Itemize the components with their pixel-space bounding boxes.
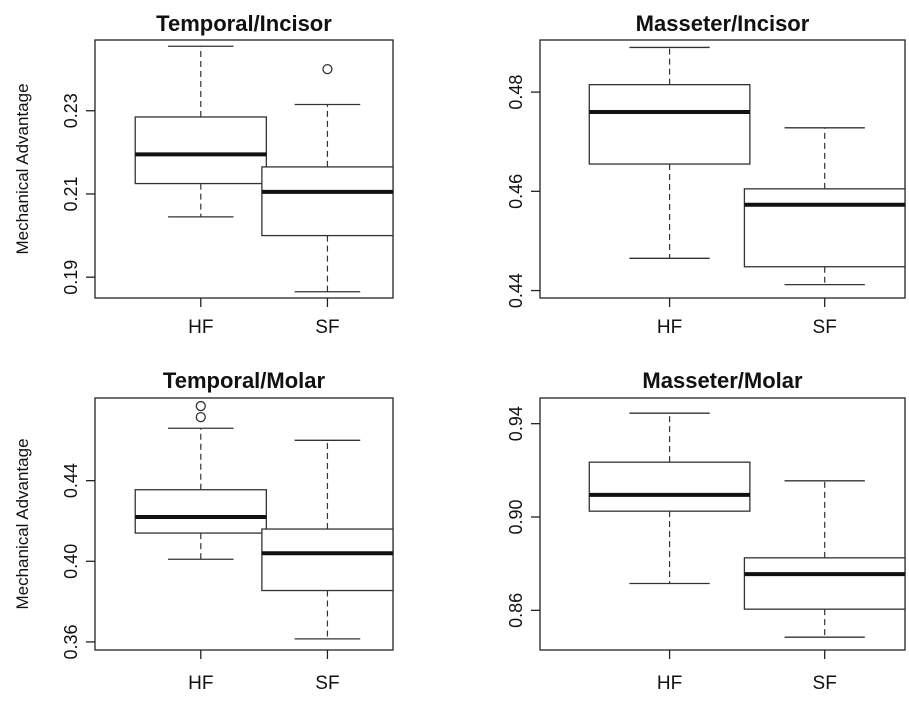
panel-title: Temporal/Incisor bbox=[156, 11, 332, 36]
y-tick-label: 0.90 bbox=[506, 499, 526, 534]
x-category-label: SF bbox=[813, 673, 837, 694]
y-axis-label: Mechanical Advantage bbox=[13, 438, 32, 609]
panel-4: Masseter/Molar 0.86 0.90 0.94 HF SF bbox=[506, 368, 906, 694]
y-tick-label: 0.46 bbox=[506, 174, 526, 209]
iqr-box bbox=[588, 461, 751, 512]
outlier-point bbox=[195, 400, 206, 412]
plot-frame bbox=[94, 397, 394, 651]
outlier-point bbox=[195, 412, 206, 423]
iqr-box bbox=[588, 84, 751, 165]
y-tick-label: 0.86 bbox=[506, 593, 526, 628]
y-tick-label: 0.44 bbox=[506, 273, 526, 308]
iqr-box bbox=[743, 557, 906, 610]
box-hf bbox=[134, 45, 267, 218]
panel-title: Masseter/Molar bbox=[642, 368, 803, 393]
iqr-box bbox=[134, 116, 267, 185]
box-hf bbox=[134, 400, 267, 560]
box-sf bbox=[261, 439, 394, 640]
x-category-label: SF bbox=[813, 317, 837, 338]
iqr-box bbox=[261, 166, 394, 237]
panel-1: Temporal/Incisor Mechanical Advantage 0.19… bbox=[13, 11, 394, 338]
y-tick-label: 0.23 bbox=[61, 93, 81, 128]
x-category-label: HF bbox=[657, 673, 682, 694]
iqr-box bbox=[134, 489, 267, 534]
panel-title: Temporal/Molar bbox=[163, 368, 326, 393]
y-axis-label: Mechanical Advantage bbox=[13, 83, 32, 254]
y-tick-label: 0.44 bbox=[61, 463, 81, 498]
panel-title: Masseter/Incisor bbox=[636, 11, 810, 36]
x-category-label: SF bbox=[315, 317, 339, 338]
y-tick-label: 0.36 bbox=[61, 624, 81, 659]
y-tick-label: 0.94 bbox=[506, 406, 526, 441]
box-hf bbox=[588, 412, 751, 585]
x-category-label: HF bbox=[188, 673, 213, 694]
y-tick-label: 0.40 bbox=[61, 544, 81, 579]
panel-3: Temporal/Molar Mechanical Advantage 0.36 0.… bbox=[13, 368, 394, 694]
y-tick-label: 0.19 bbox=[61, 260, 81, 295]
x-category-label: HF bbox=[188, 317, 213, 338]
plot-frame bbox=[539, 397, 906, 651]
y-tick-label: 0.48 bbox=[506, 75, 526, 110]
iqr-box bbox=[743, 188, 906, 268]
box-hf bbox=[588, 46, 751, 259]
panel-2: Masseter/Incisor 0.44 0.46 0.48 HF SF bbox=[506, 11, 906, 338]
panels: Temporal/Incisor Mechanical Advantage 0.19… bbox=[13, 11, 906, 694]
x-category-label: HF bbox=[657, 317, 682, 338]
outlier-point bbox=[322, 63, 333, 75]
box-sf bbox=[743, 480, 906, 638]
y-tick-label: 0.21 bbox=[61, 176, 81, 211]
box-sf bbox=[743, 127, 906, 286]
plot-frame bbox=[539, 39, 906, 299]
box-sf bbox=[261, 63, 394, 293]
x-category-label: SF bbox=[315, 673, 339, 694]
iqr-box bbox=[261, 528, 394, 592]
